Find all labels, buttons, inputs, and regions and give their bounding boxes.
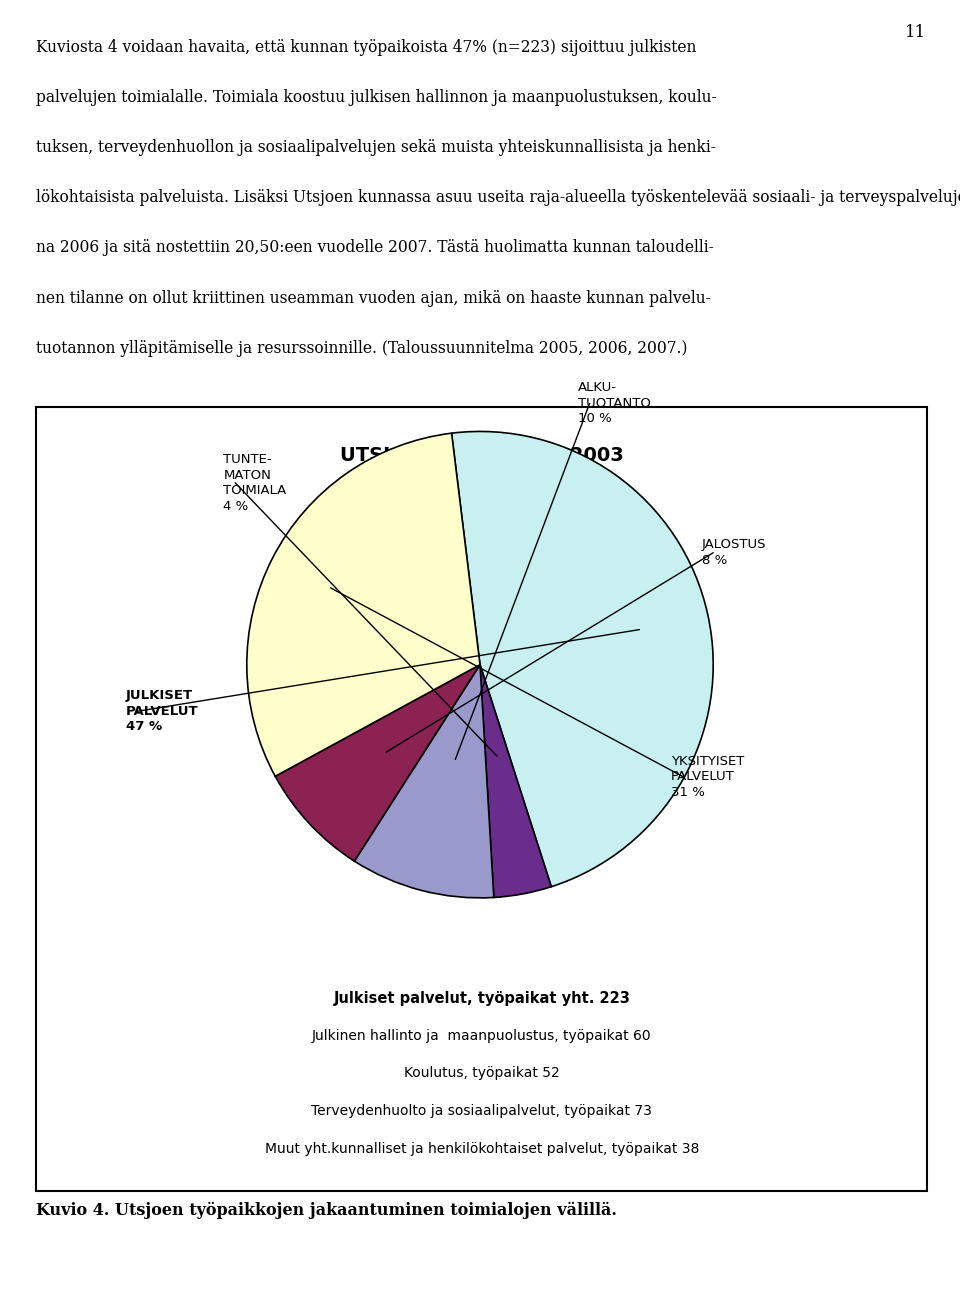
Text: ALKU-
TUOTANTO
10 %: ALKU- TUOTANTO 10 % [578, 381, 651, 426]
Text: JULKISET
PALVELUT
47 %: JULKISET PALVELUT 47 % [126, 690, 198, 733]
Text: UTSJOEN TYÖPAIKAT 2003: UTSJOEN TYÖPAIKAT 2003 [340, 443, 624, 465]
Text: TUNTE-
MATON
TOIMIALA
4 %: TUNTE- MATON TOIMIALA 4 % [224, 453, 287, 512]
Wedge shape [480, 665, 551, 897]
Text: JALOSTUS
8 %: JALOSTUS 8 % [702, 538, 766, 567]
Text: nen tilanne on ollut kriittinen useamman vuoden ajan, mikä on haaste kunnan palv: nen tilanne on ollut kriittinen useamman… [36, 290, 711, 307]
Text: Muut yht.kunnalliset ja henkilökohtaiset palvelut, työpaikat 38: Muut yht.kunnalliset ja henkilökohtaiset… [265, 1141, 699, 1156]
Text: palvelujen toimialalle. Toimiala koostuu julkisen hallinnon ja maanpuolustuksen,: palvelujen toimialalle. Toimiala koostuu… [36, 89, 717, 106]
Text: Julkiset palvelut, työpaikat yht. 223: Julkiset palvelut, työpaikat yht. 223 [333, 991, 631, 1006]
Text: lökohtaisista palveluista. Lisäksi Utsjoen kunnassa asuu useita raja-alueella ty: lökohtaisista palveluista. Lisäksi Utsjo… [36, 189, 960, 206]
Text: YKSITYISET
PALVELUT
31 %: YKSITYISET PALVELUT 31 % [671, 755, 745, 798]
Wedge shape [247, 434, 480, 776]
Text: Terveydenhuolto ja sosiaalipalvelut, työpaikat 73: Terveydenhuolto ja sosiaalipalvelut, työ… [311, 1104, 653, 1118]
Wedge shape [276, 665, 480, 861]
Wedge shape [451, 431, 713, 887]
Text: tuotannon ylläpitämiselle ja resurssoinnille. (Taloussuunnitelma 2005, 2006, 200: tuotannon ylläpitämiselle ja resurssoinn… [36, 340, 688, 357]
Text: na 2006 ja sitä nostettiin 20,50:een vuodelle 2007. Tästä huolimatta kunnan talo: na 2006 ja sitä nostettiin 20,50:een vuo… [36, 239, 714, 256]
Text: Koulutus, työpaikat 52: Koulutus, työpaikat 52 [404, 1067, 560, 1080]
Text: Kuvio 4. Utsjoen työpaikkojen jakaantuminen toimialojen välillä.: Kuvio 4. Utsjoen työpaikkojen jakaantumi… [36, 1202, 617, 1218]
Text: Kuviosta 4 voidaan havaita, että kunnan työpaikoista 47% (n=223) sijoittuu julki: Kuviosta 4 voidaan havaita, että kunnan … [36, 39, 697, 56]
Text: Julkinen hallinto ja  maanpuolustus, työpaikat 60: Julkinen hallinto ja maanpuolustus, työp… [312, 1029, 652, 1043]
Text: 11: 11 [905, 24, 926, 40]
Text: tuksen, terveydenhuollon ja sosiaalipalvelujen sekä muista yhteiskunnallisista j: tuksen, terveydenhuollon ja sosiaalipalv… [36, 140, 716, 157]
Wedge shape [354, 665, 493, 897]
